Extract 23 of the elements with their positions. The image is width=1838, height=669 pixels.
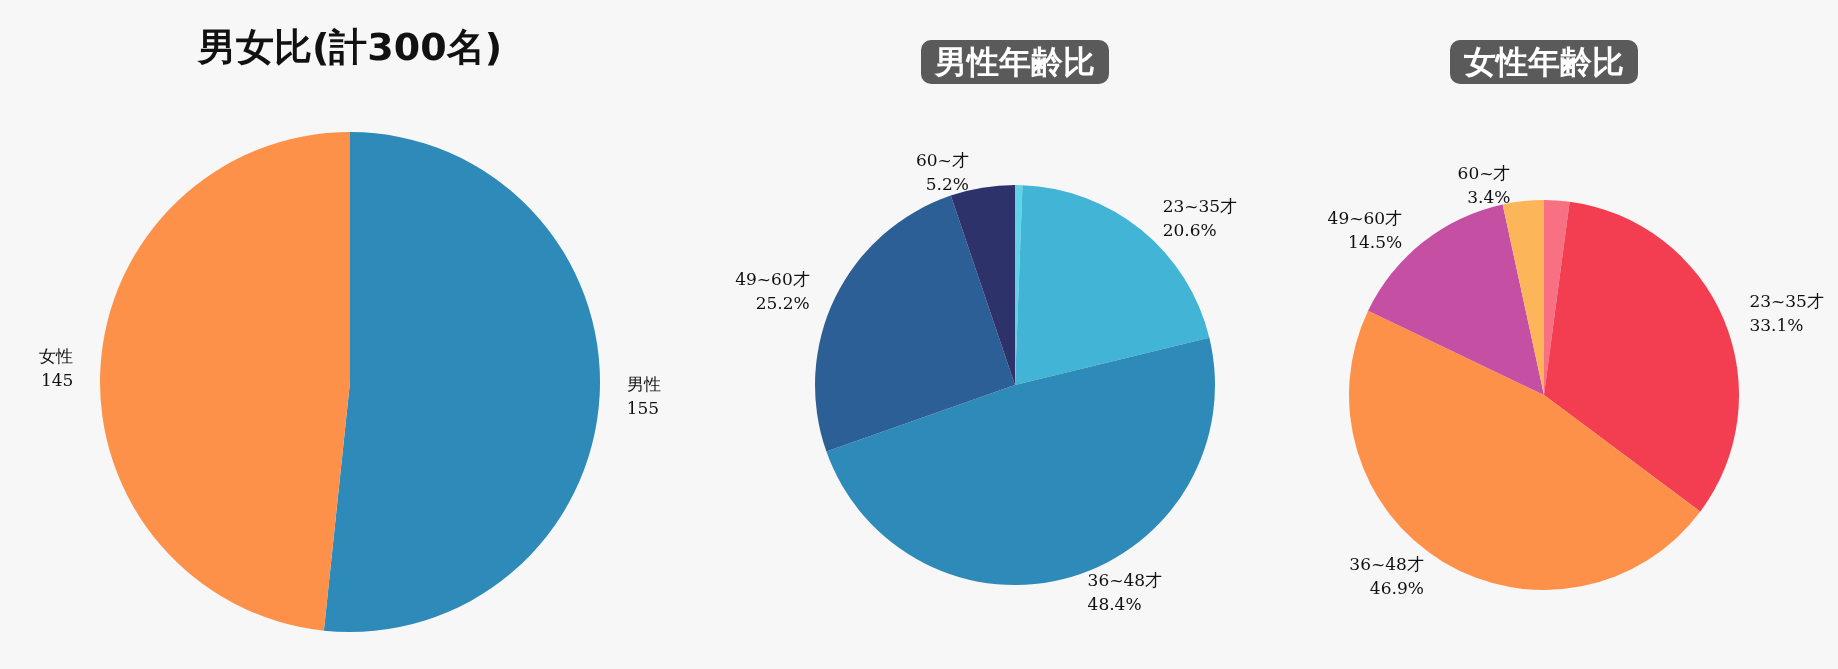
data-label: 46.9% — [1369, 577, 1424, 598]
slice-label: 23~35才 — [1749, 291, 1824, 312]
chart-title: 男性年齢比 — [934, 43, 1095, 81]
data-label: 25.2% — [755, 292, 810, 313]
data-label: 3.4% — [1467, 187, 1511, 208]
slice-label: 49~60才 — [1327, 207, 1403, 228]
data-label: 145 — [40, 370, 74, 391]
slice-label: 男性 — [626, 373, 661, 394]
slice-label: 36~48才 — [1087, 570, 1163, 591]
data-label: 20.6% — [1162, 219, 1217, 240]
data-label: 5.2% — [925, 173, 969, 194]
slice-label: 49~60才 — [735, 268, 810, 289]
data-label: 14.5% — [1348, 231, 1403, 252]
slice-label: 23~35才 — [1162, 195, 1238, 216]
data-label: 33.1% — [1749, 315, 1804, 336]
chart-title: 女性年齢比 — [1463, 43, 1624, 81]
slice-label: 女性 — [39, 346, 74, 367]
data-label: 155 — [626, 397, 660, 418]
chart-title: 男女比(計300名) — [196, 25, 503, 69]
slice-label: 36~48才 — [1349, 553, 1424, 574]
data-label: 48.4% — [1087, 594, 1142, 615]
slice-label: 60~才 — [915, 149, 969, 170]
slice-label: 60~才 — [1457, 163, 1511, 184]
